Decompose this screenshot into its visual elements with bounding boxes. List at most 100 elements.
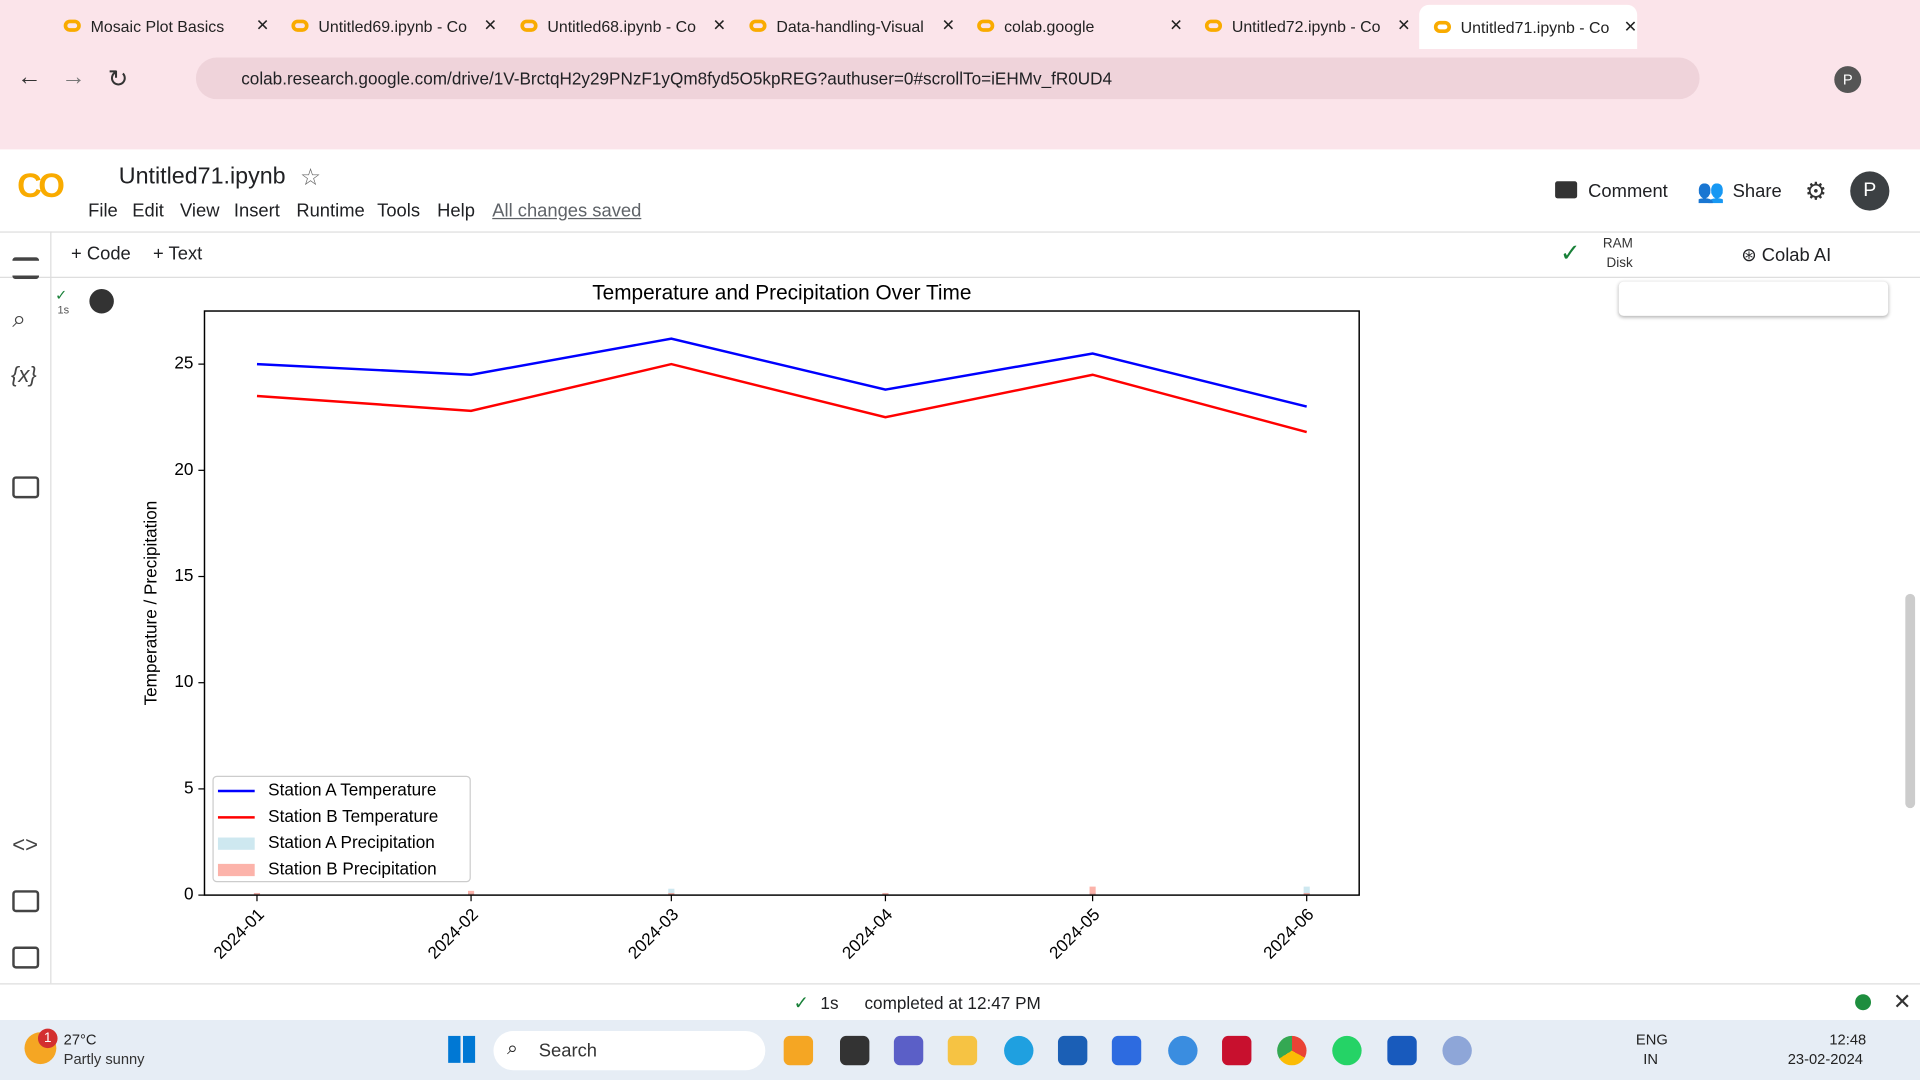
app-icon[interactable] <box>783 1035 814 1066</box>
url[interactable]: colab.research.google.com/drive/1V-Brctq… <box>241 68 1113 89</box>
notebook-name[interactable]: Untitled71.ipynb <box>118 164 286 190</box>
palette-icon[interactable] <box>12 890 40 913</box>
forward-button[interactable]: → <box>61 63 86 91</box>
profile[interactable]: P <box>1834 66 1862 94</box>
app-icon[interactable] <box>1387 1035 1417 1066</box>
tab-title[interactable]: Untitled69.ipynb - Co <box>318 16 468 35</box>
divider <box>50 231 52 984</box>
colab-logo[interactable]: CO <box>17 166 65 205</box>
app-icon[interactable] <box>1168 1035 1198 1066</box>
x-tick-label: 2024-02 <box>423 904 482 963</box>
add-code[interactable]: + Code <box>71 243 131 265</box>
tab-close[interactable]: ✕ <box>255 15 270 35</box>
bar <box>1303 892 1310 896</box>
tab-close[interactable]: ✕ <box>483 15 498 35</box>
weather-desc[interactable]: Partly sunny <box>63 1050 145 1068</box>
app-icon[interactable] <box>1111 1035 1142 1066</box>
app-icon[interactable] <box>1057 1035 1088 1066</box>
tab-close[interactable]: ✕ <box>941 15 955 35</box>
reload-button[interactable]: ↻ <box>107 66 129 94</box>
close-status[interactable]: ✕ <box>1893 989 1912 1014</box>
snippets-icon[interactable]: <> <box>12 832 38 858</box>
avatar[interactable]: P <box>1850 171 1890 211</box>
tab-title[interactable]: Mosaic Plot Basics <box>90 16 225 35</box>
clock-date[interactable]: 23-02-2024 <box>1787 1050 1863 1068</box>
toc-icon[interactable] <box>12 257 40 280</box>
tab-title[interactable]: Untitled72.ipynb - Co <box>1231 16 1381 35</box>
tab-close[interactable]: ✕ <box>1397 15 1411 35</box>
weather-temp[interactable]: 27°C <box>63 1031 97 1049</box>
x-tick-label: 2024-04 <box>838 904 897 963</box>
app-icon[interactable] <box>1442 1035 1472 1066</box>
tab[interactable]: Untitled69.ipynb - Co ✕ <box>277 7 497 44</box>
app-icon[interactable] <box>1277 1035 1307 1066</box>
comment-button[interactable]: Comment <box>1588 181 1668 203</box>
tab[interactable]: Untitled72.ipynb - Co ✕ <box>1190 7 1410 44</box>
cell-time: 1s <box>57 303 70 316</box>
menu-item[interactable]: File <box>88 200 118 222</box>
y-tick-label: 20 <box>174 459 193 479</box>
tab[interactable]: Untitled68.ipynb - Co ✕ <box>506 7 726 44</box>
menu-item[interactable]: Runtime <box>296 200 365 222</box>
menu-item[interactable]: Edit <box>132 200 164 222</box>
back-button[interactable]: ← <box>17 63 42 91</box>
legend-swatch <box>217 837 255 850</box>
bar <box>1089 886 1096 896</box>
settings[interactable]: ⚙ <box>1804 178 1827 206</box>
app-icon[interactable] <box>1004 1035 1034 1066</box>
tab[interactable]: Untitled71.ipynb - Co ✕ <box>1419 4 1638 49</box>
colab-ai[interactable]: ⊛ Colab AI <box>1741 244 1832 266</box>
search-label[interactable]: Search <box>538 1040 597 1062</box>
tab-icon <box>1433 20 1451 34</box>
tab-close[interactable]: ✕ <box>1169 15 1183 35</box>
divider <box>0 231 1920 233</box>
menu-item[interactable]: View <box>180 200 220 222</box>
menu-item[interactable]: Help <box>437 200 475 222</box>
tab[interactable]: Data-handling-Visual ✕ <box>735 7 955 44</box>
tab-title[interactable]: colab.google <box>1004 16 1095 35</box>
y-tick-label: 15 <box>174 565 193 585</box>
app-icon[interactable] <box>840 1035 870 1066</box>
status-text: completed at 12:47 PM <box>864 993 1041 1013</box>
clock-time[interactable]: 12:48 <box>1829 1031 1867 1049</box>
colab-ai-label[interactable]: Colab AI <box>1761 244 1832 266</box>
star[interactable]: ☆ <box>300 165 321 192</box>
run-button[interactable] <box>89 288 114 314</box>
start-button[interactable] <box>448 1035 476 1063</box>
share-button[interactable]: Share <box>1732 181 1782 203</box>
ram: RAM <box>1602 236 1633 252</box>
tab-title[interactable]: Data-handling-Visual <box>776 16 924 35</box>
terminal-icon[interactable] <box>12 946 40 969</box>
search-box[interactable] <box>493 1031 766 1071</box>
bar <box>882 892 889 896</box>
scrollbar[interactable] <box>1905 593 1916 809</box>
chart: Temperature and Precipitation Over Time T… <box>140 281 1360 982</box>
tab-close[interactable]: ✕ <box>712 15 727 35</box>
divider <box>0 276 1920 278</box>
save-status[interactable]: All changes saved <box>492 200 642 222</box>
variables-icon[interactable]: {x} <box>11 362 37 387</box>
add-text[interactable]: + Text <box>153 243 203 265</box>
cell-toolbar[interactable] <box>1618 281 1889 316</box>
menu-item[interactable]: Tools <box>377 200 421 222</box>
files-icon[interactable] <box>12 476 40 499</box>
x-tick-label: 2024-03 <box>624 904 683 963</box>
region[interactable]: IN <box>1643 1050 1658 1068</box>
app-icon[interactable] <box>893 1035 924 1066</box>
menu-item[interactable]: Insert <box>233 200 280 222</box>
tab-icon <box>520 19 538 32</box>
search-icon[interactable]: ⌕ <box>12 306 26 334</box>
bar <box>668 888 675 896</box>
app-icon[interactable] <box>947 1035 978 1066</box>
tab-title[interactable]: Untitled71.ipynb - Co <box>1460 17 1610 37</box>
tab-close[interactable]: ✕ <box>1623 17 1638 36</box>
lang[interactable]: ENG <box>1635 1031 1668 1049</box>
tab-title[interactable]: Untitled68.ipynb - Co <box>547 16 697 35</box>
tab[interactable]: Mosaic Plot Basics ✕ <box>49 7 269 44</box>
address-bar[interactable] <box>195 57 1700 100</box>
app-icon[interactable] <box>1222 1035 1252 1066</box>
bar <box>1303 886 1310 896</box>
app-icon[interactable] <box>1332 1035 1362 1066</box>
tab[interactable]: colab.google ✕ <box>962 7 1183 44</box>
